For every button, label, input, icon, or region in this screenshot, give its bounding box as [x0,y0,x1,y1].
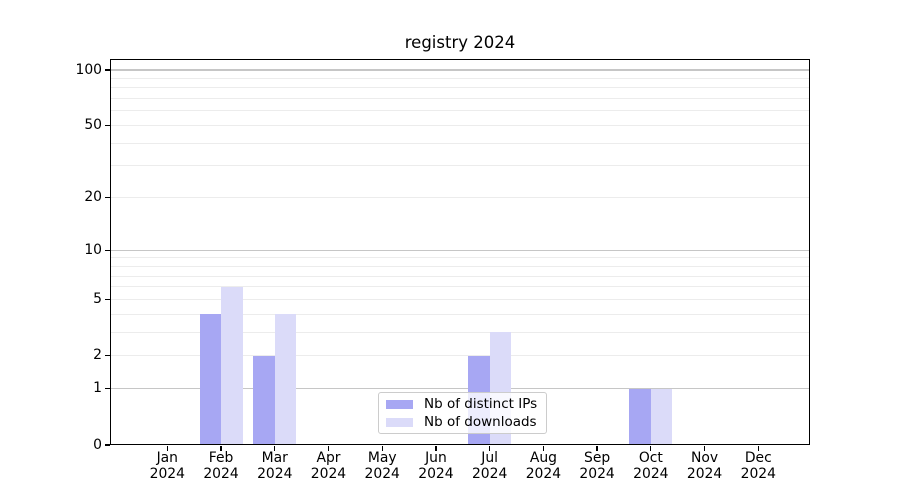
y-tick-mark-5 [104,298,110,301]
gridline-minor-y30 [110,165,810,167]
x-tick-label-jun: Jun 2024 [418,450,454,482]
x-tick-mark-oct [650,446,652,451]
gridline-minor-y6 [110,286,810,288]
x-tick-mark-feb [220,446,222,451]
bar-ips-mar-2024 [253,355,275,445]
x-tick-mark-sep [596,446,598,451]
y-tick-label-100: 100 [75,61,102,78]
gridline-major-y100 [110,69,810,71]
chart-title: registry 2024 [404,33,516,52]
legend-swatch-distinct-ips [386,399,413,409]
gridline-minor-y40 [110,142,810,144]
gridline-minor-y50 [110,125,810,127]
legend-label-downloads: Nb of downloads [424,413,537,430]
gridline-minor-y7 [110,275,810,277]
gridline-minor-y60 [110,110,810,112]
gridline-major-y10 [110,249,810,251]
gridline-minor-y80 [110,87,810,89]
x-tick-mark-mar [274,446,276,451]
gridline-minor-y3 [110,331,810,333]
gridline-major-y1 [110,388,810,390]
y-tick-mark-2 [104,355,110,357]
gridline-minor-y8 [110,265,810,267]
gridline-minor-y90 [110,77,810,79]
y-tick-label-0: 0 [93,436,102,453]
y-tick-label-10: 10 [84,241,102,258]
y-tick-label-2: 2 [93,347,102,364]
x-tick-label-oct: Oct 2024 [633,450,669,482]
y-tick-mark-10 [104,249,110,251]
legend-item-distinct-ips: Nb of distinct IPs [386,395,546,413]
gridline-minor-y70 [110,98,810,100]
bar-downloads-feb-2024 [221,286,243,445]
y-tick-label-5: 5 [93,290,102,307]
x-tick-label-may: May 2024 [364,450,400,482]
x-tick-label-jan: Jan 2024 [149,450,185,482]
bar-ips-feb-2024 [199,314,222,445]
legend-item-downloads: Nb of downloads [386,413,546,431]
y-tick-mark-50 [104,124,110,127]
x-tick-mark-aug [542,446,545,451]
y-tick-label-1: 1 [93,380,102,397]
y-tick-label-20: 20 [84,189,102,206]
x-tick-mark-jan [166,446,168,451]
x-tick-label-nov: Nov 2024 [686,450,723,482]
x-tick-mark-apr [327,446,330,451]
x-tick-mark-dec [757,446,759,451]
x-tick-label-jul: Jul 2024 [471,450,508,482]
x-tick-label-aug: Aug 2024 [525,450,562,482]
gridline-minor-y2 [110,355,810,357]
x-tick-mark-jul [489,446,491,451]
x-tick-mark-may [381,446,383,451]
y-tick-mark-0 [104,444,110,446]
x-tick-mark-jun [435,446,437,451]
x-tick-label-mar: Mar 2024 [257,450,293,482]
y-tick-mark-100 [104,69,110,71]
gridline-minor-y20 [110,197,810,199]
x-tick-label-dec: Dec 2024 [740,450,776,482]
x-tick-label-apr: Apr 2024 [310,450,347,482]
y-tick-mark-20 [104,196,110,199]
x-tick-label-sep: Sep 2024 [579,450,615,482]
legend-label-distinct-ips: Nb of distinct IPs [424,395,538,412]
gridline-minor-y9 [110,257,810,259]
legend: Nb of distinct IPs Nb of downloads [378,392,547,434]
bar-ips-oct-2024 [629,388,651,445]
gridline-minor-y5 [110,298,810,300]
bar-downloads-oct-2024 [650,388,673,445]
bar-downloads-mar-2024 [274,314,297,445]
y-tick-mark-1 [104,388,110,390]
legend-swatch-downloads [386,417,413,427]
x-tick-mark-nov [703,446,706,451]
x-tick-label-feb: Feb 2024 [203,450,239,482]
y-tick-label-50: 50 [84,117,102,134]
gridline-minor-y4 [110,313,810,315]
